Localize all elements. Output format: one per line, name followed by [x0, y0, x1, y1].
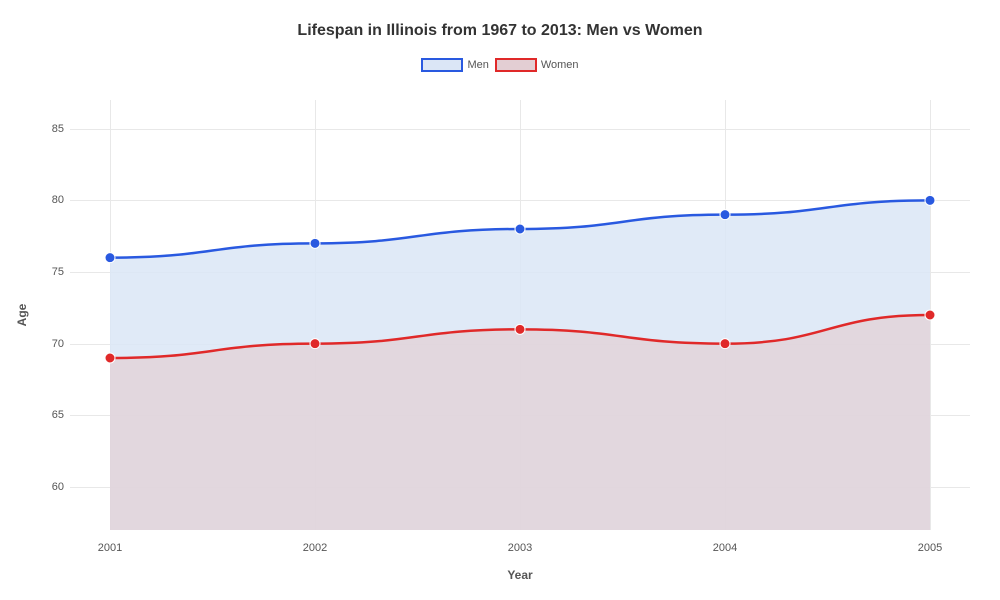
data-point [925, 195, 935, 205]
data-point [515, 224, 525, 234]
data-point [310, 339, 320, 349]
chart-svg [70, 100, 970, 530]
y-tick-label: 75 [42, 266, 64, 278]
x-axis-title: Year [507, 568, 532, 582]
y-tick-label: 85 [42, 123, 64, 135]
y-tick-label: 65 [42, 409, 64, 421]
data-point [720, 339, 730, 349]
x-tick-label: 2004 [713, 542, 737, 554]
y-axis-title: Age [15, 304, 29, 327]
legend-item-women: Women [495, 58, 579, 72]
x-tick-label: 2005 [918, 542, 942, 554]
x-tick-label: 2001 [98, 542, 122, 554]
chart-title: Lifespan in Illinois from 1967 to 2013: … [0, 0, 1000, 40]
y-tick-label: 60 [42, 481, 64, 493]
data-point [720, 210, 730, 220]
legend-swatch-women [495, 58, 537, 72]
y-tick-label: 80 [42, 194, 64, 206]
data-point [515, 324, 525, 334]
data-point [105, 253, 115, 263]
legend-label-women: Women [541, 59, 579, 71]
chart-container: Lifespan in Illinois from 1967 to 2013: … [0, 0, 1000, 600]
y-tick-label: 70 [42, 338, 64, 350]
data-point [925, 310, 935, 320]
legend: Men Women [0, 58, 1000, 72]
legend-item-men: Men [421, 58, 488, 72]
legend-swatch-men [421, 58, 463, 72]
legend-label-men: Men [467, 59, 488, 71]
plot-area [70, 100, 970, 530]
x-tick-label: 2003 [508, 542, 532, 554]
x-tick-label: 2002 [303, 542, 327, 554]
data-point [310, 238, 320, 248]
data-point [105, 353, 115, 363]
